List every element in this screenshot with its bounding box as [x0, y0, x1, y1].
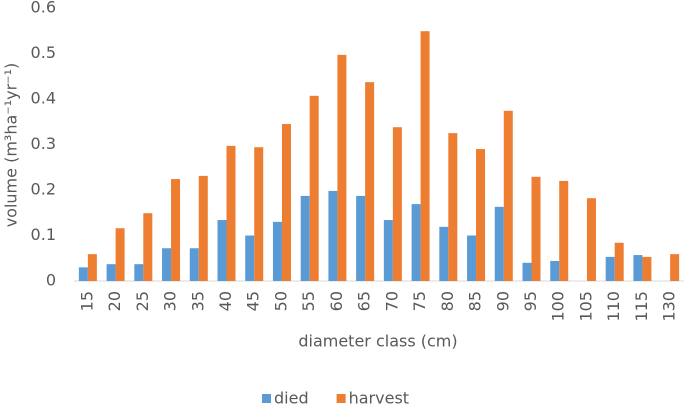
- x-tick-label: 95: [521, 291, 540, 311]
- bar: [503, 110, 513, 281]
- x-tick-label: 90: [493, 291, 512, 311]
- y-tick-label: 0.6: [31, 0, 56, 17]
- x-tick-label: 110: [604, 291, 623, 322]
- bar: [162, 248, 172, 281]
- bar: [356, 195, 366, 281]
- bar: [420, 31, 430, 281]
- bar: [494, 206, 504, 281]
- bar: [328, 190, 338, 281]
- bar: [670, 254, 680, 281]
- bar: [171, 179, 181, 281]
- bar: [217, 220, 227, 281]
- bar: [143, 213, 153, 281]
- y-tick-label: 0.2: [31, 180, 56, 199]
- bar: [198, 175, 208, 281]
- bar: [550, 260, 560, 281]
- bar: [78, 267, 88, 281]
- bar: [448, 133, 458, 281]
- x-tick-label: 80: [438, 291, 457, 311]
- bar: [272, 221, 282, 281]
- bar: [439, 226, 449, 281]
- bar: [365, 82, 375, 281]
- bar: [559, 180, 569, 281]
- bar: [614, 242, 624, 281]
- bar: [300, 195, 310, 281]
- x-tick-label: 20: [105, 291, 124, 311]
- bar: [189, 248, 199, 281]
- x-tick-label: 65: [355, 291, 374, 311]
- x-tick-label: 45: [244, 291, 263, 311]
- x-tick-label: 70: [382, 291, 401, 311]
- x-tick-label: 25: [133, 291, 152, 311]
- x-tick-label: 60: [327, 291, 346, 311]
- y-tick-label: 0.4: [31, 89, 56, 108]
- x-tick-label: 15: [77, 291, 96, 311]
- bar: [245, 235, 255, 281]
- bar: [531, 176, 541, 281]
- bar: [383, 220, 393, 281]
- bar: [337, 54, 347, 281]
- bar: [392, 127, 402, 282]
- bar: [106, 264, 116, 281]
- x-axis-label: diameter class (cm): [298, 332, 457, 351]
- y-axis-label: volume (m³ha⁻¹yr⁻¹): [2, 63, 21, 228]
- x-tick-label: 30: [161, 291, 180, 311]
- bar: [605, 256, 615, 281]
- bar: [309, 95, 319, 281]
- x-tick-label: 55: [299, 291, 318, 311]
- x-tick-label: 115: [632, 291, 651, 322]
- x-tick-label: 100: [549, 291, 568, 322]
- legend-swatch: [336, 394, 346, 403]
- legend-label: died: [274, 389, 309, 406]
- y-tick-label: 0.3: [31, 134, 56, 153]
- legend-label: harvest: [349, 389, 409, 406]
- y-tick-label: 0: [46, 271, 56, 290]
- x-tick-label: 40: [216, 291, 235, 311]
- x-tick-label: 85: [466, 291, 485, 311]
- x-tick-label: 105: [576, 291, 595, 322]
- bar: [586, 198, 596, 281]
- bar: [476, 149, 486, 281]
- bar: [633, 255, 643, 281]
- bar: [226, 145, 236, 281]
- x-tick-label: 35: [188, 291, 207, 311]
- legend-swatch: [262, 394, 271, 403]
- bar: [467, 235, 477, 281]
- bar: [115, 228, 125, 281]
- bar: [411, 204, 421, 281]
- y-tick-label: 0.5: [31, 43, 56, 62]
- bar: [134, 264, 144, 281]
- x-tick-label: 130: [660, 291, 679, 322]
- bar: [522, 262, 532, 281]
- y-tick-label: 0.1: [31, 225, 56, 244]
- bar: [87, 254, 97, 281]
- bar: [642, 256, 652, 281]
- x-tick-label: 50: [271, 291, 290, 311]
- bar: [254, 147, 264, 281]
- bar: [281, 124, 291, 282]
- x-tick-label: 75: [410, 291, 429, 311]
